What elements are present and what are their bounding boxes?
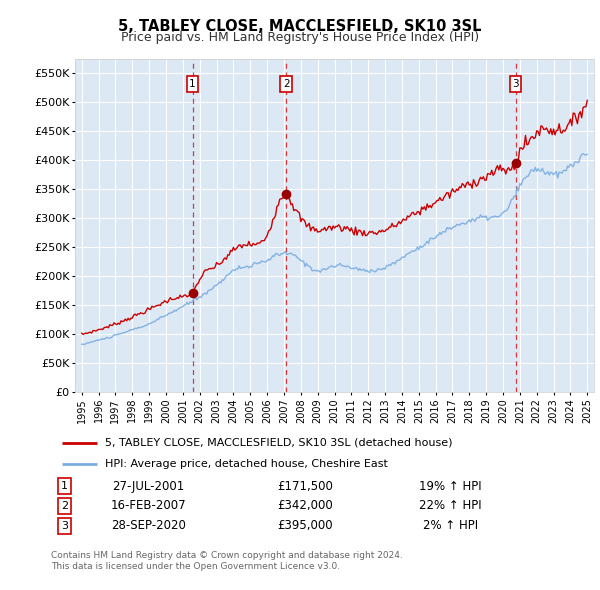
Text: 2: 2 xyxy=(61,501,68,511)
Text: 16-FEB-2007: 16-FEB-2007 xyxy=(110,499,186,513)
Text: 2% ↑ HPI: 2% ↑ HPI xyxy=(423,519,478,532)
Text: £395,000: £395,000 xyxy=(277,519,332,532)
Text: £171,500: £171,500 xyxy=(277,480,333,493)
Text: Price paid vs. HM Land Registry's House Price Index (HPI): Price paid vs. HM Land Registry's House … xyxy=(121,31,479,44)
Text: £342,000: £342,000 xyxy=(277,499,332,513)
Text: HPI: Average price, detached house, Cheshire East: HPI: Average price, detached house, Ches… xyxy=(105,459,388,469)
Text: 28-SEP-2020: 28-SEP-2020 xyxy=(111,519,185,532)
Text: 1: 1 xyxy=(189,79,196,89)
Text: 19% ↑ HPI: 19% ↑ HPI xyxy=(419,480,482,493)
Text: 22% ↑ HPI: 22% ↑ HPI xyxy=(419,499,482,513)
Text: 27-JUL-2001: 27-JUL-2001 xyxy=(112,480,184,493)
Text: 2: 2 xyxy=(283,79,289,89)
Text: 5, TABLEY CLOSE, MACCLESFIELD, SK10 3SL (detached house): 5, TABLEY CLOSE, MACCLESFIELD, SK10 3SL … xyxy=(105,438,452,448)
Text: 5, TABLEY CLOSE, MACCLESFIELD, SK10 3SL: 5, TABLEY CLOSE, MACCLESFIELD, SK10 3SL xyxy=(118,19,482,34)
Text: 3: 3 xyxy=(512,79,519,89)
Text: Contains HM Land Registry data © Crown copyright and database right 2024.: Contains HM Land Registry data © Crown c… xyxy=(51,551,403,560)
Text: This data is licensed under the Open Government Licence v3.0.: This data is licensed under the Open Gov… xyxy=(51,562,340,571)
Text: 1: 1 xyxy=(61,481,68,491)
Text: 3: 3 xyxy=(61,521,68,531)
